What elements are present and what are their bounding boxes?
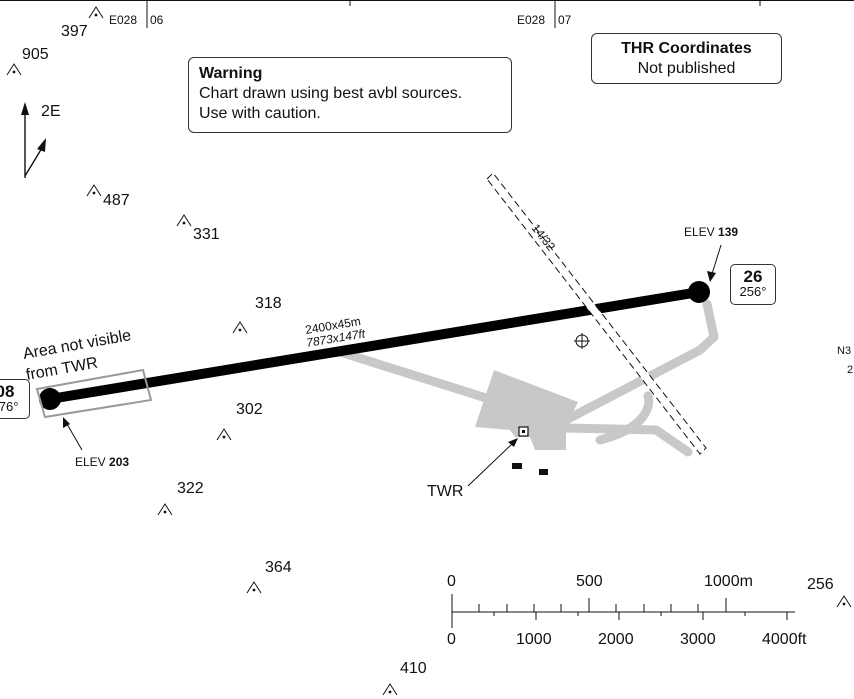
grid-label-n-edge: N3 bbox=[837, 346, 851, 357]
taxiways bbox=[335, 299, 719, 457]
elev-08-leader bbox=[63, 417, 83, 451]
arp-symbol bbox=[574, 333, 590, 349]
variation-label: 2E bbox=[41, 103, 61, 120]
obstacle-label: 302 bbox=[236, 401, 263, 418]
rwy-08-number: 08 bbox=[0, 382, 15, 401]
warning-line1: Chart drawn using best avbl sources. bbox=[199, 85, 463, 102]
rwy-26-elev: ELEV 139 bbox=[684, 225, 738, 239]
scale-m-0: 0 bbox=[447, 573, 456, 590]
obstacle-label: 256 bbox=[807, 576, 834, 593]
obstacle-label: 318 bbox=[255, 295, 282, 312]
area-not-visible-box bbox=[35, 368, 153, 419]
elev-26-leader bbox=[707, 244, 722, 282]
grid-label-n-2: 2 bbox=[847, 364, 854, 376]
obstacle-label: 410 bbox=[400, 660, 427, 677]
grid-label-06: 06 bbox=[150, 14, 163, 26]
rwy-26-label: 26 256° bbox=[730, 264, 776, 305]
rwy-08-elev-label: ELEV bbox=[75, 455, 106, 469]
thr-value: Not published bbox=[637, 60, 736, 77]
warning-box: Warning Chart drawn using best avbl sour… bbox=[188, 57, 512, 133]
rwy-26-threshold bbox=[688, 281, 710, 303]
rwy-26-elev-value: 139 bbox=[718, 225, 739, 239]
obstacle-label: 322 bbox=[177, 480, 204, 497]
scale-ft-0: 0 bbox=[447, 631, 456, 648]
rwy-08-elev: ELEV 203 bbox=[75, 455, 129, 469]
warning-title: Warning bbox=[199, 65, 263, 82]
apron bbox=[475, 370, 578, 450]
twr-symbol bbox=[518, 426, 529, 437]
scale-m-500: 500 bbox=[576, 573, 603, 590]
rwy-26-heading: 256° bbox=[739, 284, 767, 299]
building-1 bbox=[512, 463, 522, 469]
rwy-08-elev-value: 203 bbox=[109, 455, 130, 469]
obstacle-label: 397 bbox=[61, 23, 88, 40]
rwy-08-threshold bbox=[39, 388, 61, 410]
grid-label-n: N3 bbox=[837, 345, 852, 357]
rwy-08-heading: 076° bbox=[0, 399, 19, 414]
scale-ft-1000: 1000 bbox=[516, 631, 552, 648]
scale-m-1000: 1000m bbox=[704, 573, 753, 590]
grid-label-min-06: 06 bbox=[150, 13, 164, 27]
magnetic-variation-arrow bbox=[24, 138, 46, 177]
obstacle-label: 487 bbox=[103, 192, 130, 209]
scale-bar bbox=[451, 594, 795, 628]
scale-ft-3000: 3000 bbox=[680, 631, 716, 648]
obstacle-symbols bbox=[6, 6, 852, 696]
twr-label: TWR bbox=[427, 483, 464, 500]
grid-label-e028-b: E028 bbox=[517, 13, 546, 27]
thr-title: THR Coordinates bbox=[621, 40, 752, 57]
obstacle-label: 331 bbox=[193, 226, 220, 243]
rwy-08-label: 08 076° bbox=[0, 379, 30, 419]
runway-14-32 bbox=[486, 172, 707, 455]
building-2 bbox=[539, 469, 548, 475]
grid-label-n-edge-2: 2 bbox=[847, 365, 853, 376]
scale-ft-2000: 2000 bbox=[598, 631, 634, 648]
grid-label-e028: E028 bbox=[109, 13, 138, 27]
twr-leader bbox=[467, 438, 518, 487]
north-arrow bbox=[21, 102, 29, 178]
grid-label-min-07: 07 bbox=[558, 13, 572, 27]
rwy-26-number: 26 bbox=[743, 267, 763, 286]
thr-coordinates-box: THR Coordinates Not published bbox=[591, 33, 782, 84]
warning-line2: Use with caution. bbox=[199, 105, 321, 122]
obstacle-label: 905 bbox=[22, 46, 49, 63]
obstacle-label: 364 bbox=[265, 559, 292, 576]
grid-label-e028-07: E028 bbox=[517, 14, 545, 26]
grid-label-e028-06: E028 bbox=[109, 14, 137, 26]
rwy-26-elev-label: ELEV bbox=[684, 225, 715, 239]
grid-label-07: 07 bbox=[558, 14, 571, 26]
scale-ft-4000: 4000ft bbox=[762, 631, 807, 648]
